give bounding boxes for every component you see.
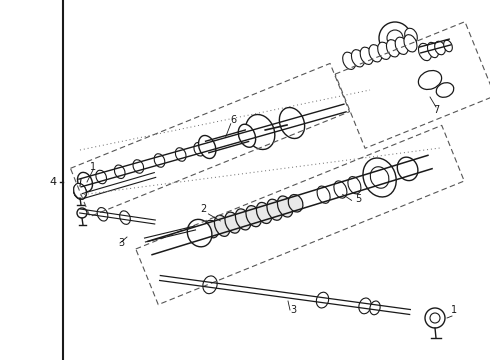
Ellipse shape <box>343 52 356 69</box>
Ellipse shape <box>359 298 371 314</box>
Text: 3: 3 <box>290 305 296 315</box>
Ellipse shape <box>74 184 86 199</box>
Text: 1: 1 <box>451 305 457 315</box>
Text: 5: 5 <box>356 194 362 204</box>
Text: 6: 6 <box>231 115 237 125</box>
Ellipse shape <box>154 154 165 167</box>
Ellipse shape <box>115 165 125 179</box>
Ellipse shape <box>348 176 361 194</box>
Ellipse shape <box>351 50 365 67</box>
Ellipse shape <box>187 219 212 247</box>
Ellipse shape <box>427 42 439 58</box>
Ellipse shape <box>238 124 256 147</box>
Ellipse shape <box>96 170 106 184</box>
Ellipse shape <box>404 35 417 52</box>
Ellipse shape <box>288 194 303 212</box>
Ellipse shape <box>225 212 240 233</box>
Ellipse shape <box>317 292 329 308</box>
Circle shape <box>379 22 411 54</box>
Ellipse shape <box>378 42 391 59</box>
Ellipse shape <box>436 83 454 97</box>
Ellipse shape <box>435 41 445 55</box>
Circle shape <box>387 30 403 46</box>
Ellipse shape <box>256 202 272 224</box>
Ellipse shape <box>317 186 330 203</box>
Ellipse shape <box>203 276 217 294</box>
Ellipse shape <box>97 208 108 221</box>
Ellipse shape <box>418 43 432 60</box>
Ellipse shape <box>397 157 418 181</box>
Ellipse shape <box>369 45 382 62</box>
Ellipse shape <box>74 183 86 199</box>
Ellipse shape <box>77 172 93 192</box>
Ellipse shape <box>175 148 186 161</box>
Text: 3: 3 <box>118 238 124 248</box>
Ellipse shape <box>443 40 452 52</box>
Circle shape <box>74 186 86 198</box>
Ellipse shape <box>370 301 380 315</box>
Ellipse shape <box>279 108 305 139</box>
Ellipse shape <box>363 158 396 197</box>
Ellipse shape <box>267 199 282 220</box>
Circle shape <box>425 308 445 328</box>
Ellipse shape <box>418 71 441 90</box>
Circle shape <box>430 313 440 323</box>
Circle shape <box>77 208 87 218</box>
Text: 2: 2 <box>200 204 207 214</box>
Ellipse shape <box>405 28 417 44</box>
Text: 4: 4 <box>50 177 57 187</box>
Ellipse shape <box>120 211 130 224</box>
Ellipse shape <box>370 167 389 188</box>
Ellipse shape <box>204 220 219 238</box>
Ellipse shape <box>360 47 373 64</box>
Text: 7: 7 <box>433 105 439 115</box>
Ellipse shape <box>245 114 275 149</box>
Text: 1: 1 <box>90 162 96 172</box>
Ellipse shape <box>246 206 261 227</box>
Ellipse shape <box>133 160 144 173</box>
Ellipse shape <box>277 196 293 217</box>
Ellipse shape <box>74 184 86 199</box>
Ellipse shape <box>334 181 347 198</box>
Ellipse shape <box>198 135 216 158</box>
Ellipse shape <box>215 215 230 237</box>
Ellipse shape <box>235 209 251 230</box>
Ellipse shape <box>395 37 408 54</box>
Ellipse shape <box>387 40 399 57</box>
Ellipse shape <box>194 143 205 156</box>
